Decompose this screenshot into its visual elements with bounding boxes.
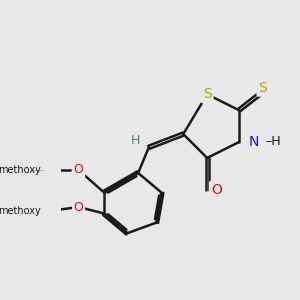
Text: methoxy: methoxy (0, 206, 41, 216)
Text: O: O (211, 183, 222, 197)
Text: S: S (259, 81, 267, 95)
Text: O: O (74, 164, 83, 176)
Text: H: H (131, 134, 140, 147)
Text: methoxy: methoxy (39, 169, 45, 170)
Text: methoxy: methoxy (33, 169, 39, 170)
Text: methoxy: methoxy (0, 165, 41, 175)
Text: N: N (248, 135, 259, 149)
Text: S: S (203, 87, 212, 101)
Text: O: O (74, 200, 83, 214)
Text: –H: –H (266, 135, 281, 148)
Text: O: O (74, 164, 83, 176)
